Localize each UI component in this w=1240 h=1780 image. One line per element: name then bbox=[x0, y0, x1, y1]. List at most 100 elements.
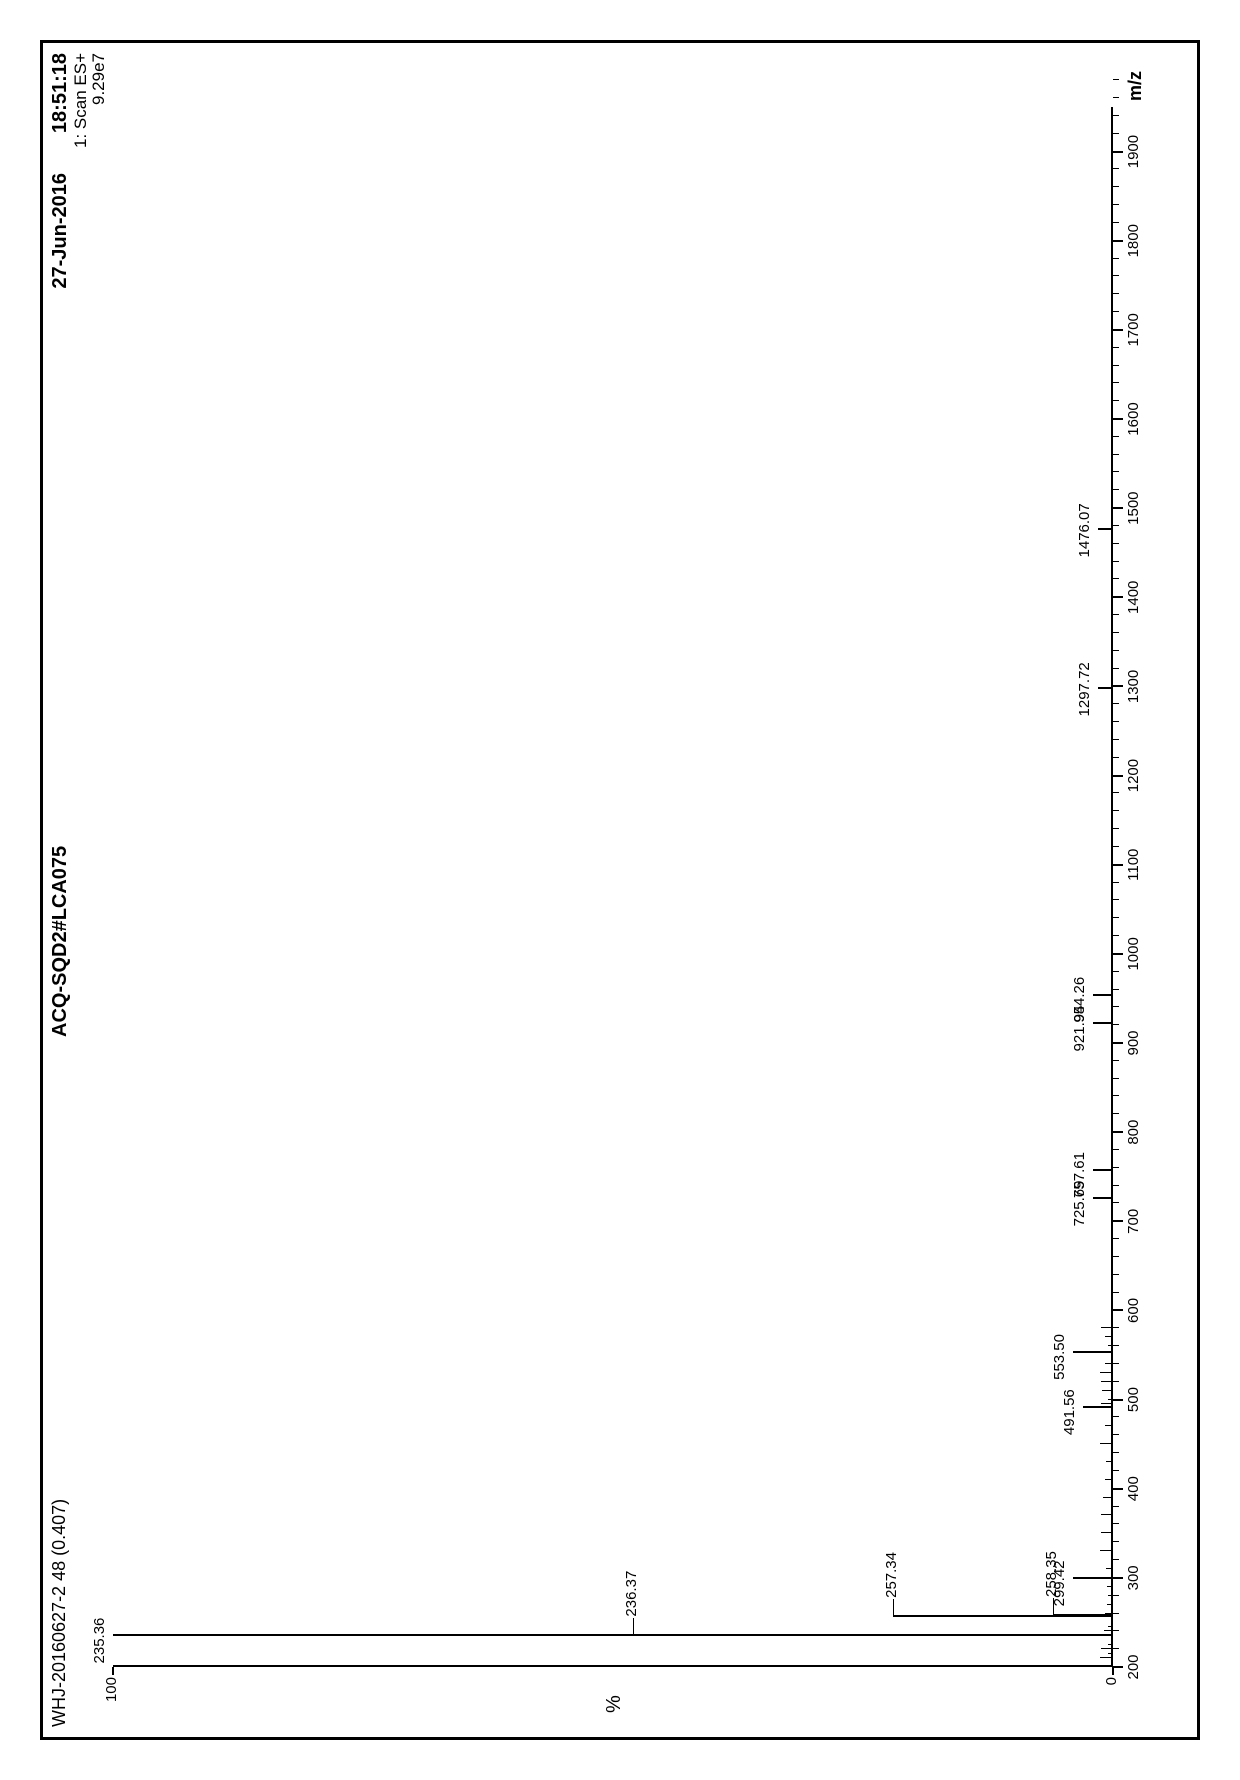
x-tick-label: 1700 bbox=[1125, 300, 1142, 360]
x-tick-label: 1600 bbox=[1125, 389, 1142, 449]
peak-bar bbox=[1098, 687, 1113, 689]
noise-peak bbox=[1106, 1568, 1113, 1569]
x-tick-minor bbox=[1113, 543, 1119, 544]
noise-peak bbox=[1108, 1644, 1113, 1645]
x-tick-minor bbox=[1113, 186, 1119, 187]
peak-label: 954.26 bbox=[1071, 977, 1088, 1023]
x-tick-label: 900 bbox=[1125, 1013, 1142, 1073]
x-tick-minor bbox=[1113, 632, 1119, 633]
x-tick-major bbox=[1113, 775, 1123, 777]
plot-area: 0100%20030040050060070080090010001100120… bbox=[113, 107, 1113, 1667]
x-tick-major bbox=[1113, 1399, 1123, 1401]
x-tick-minor bbox=[1113, 1006, 1119, 1007]
x-tick-minor bbox=[1113, 828, 1119, 829]
x-tick-label: 1400 bbox=[1125, 567, 1142, 627]
peak-bar bbox=[1093, 1169, 1113, 1171]
x-tick-minor bbox=[1113, 721, 1119, 722]
x-tick-major bbox=[1113, 1488, 1123, 1490]
noise-peak bbox=[1101, 1381, 1113, 1382]
chart-frame: WHJ-20160627-2 48 (0.407) ACQ-SQD2#LCA07… bbox=[40, 40, 1200, 1740]
x-tick-minor bbox=[1113, 1238, 1119, 1239]
x-tick-minor bbox=[1113, 115, 1119, 116]
x-tick-minor bbox=[1113, 846, 1119, 847]
x-tick-major bbox=[1113, 864, 1123, 866]
noise-peak bbox=[1107, 1586, 1113, 1587]
x-tick-minor bbox=[1113, 97, 1119, 98]
x-tick-major bbox=[1113, 1666, 1123, 1668]
noise-peak bbox=[1105, 1479, 1113, 1480]
peak-leader bbox=[893, 1599, 894, 1615]
x-tick-major bbox=[1113, 1042, 1123, 1044]
x-tick-minor bbox=[1113, 1345, 1119, 1346]
x-tick-minor bbox=[1113, 971, 1119, 972]
peak-bar bbox=[1093, 994, 1113, 996]
x-tick-major bbox=[1113, 1309, 1123, 1311]
page-root: WHJ-20160627-2 48 (0.407) ACQ-SQD2#LCA07… bbox=[0, 0, 1240, 1780]
noise-peak bbox=[1100, 1372, 1113, 1373]
acq-time: 18:51:18 bbox=[49, 53, 72, 133]
noise-peak bbox=[1104, 1630, 1113, 1631]
x-tick-minor bbox=[1113, 1292, 1119, 1293]
x-tick-minor bbox=[1113, 1506, 1119, 1507]
x-tick-minor bbox=[1113, 1559, 1119, 1560]
x-tick-minor bbox=[1113, 561, 1119, 562]
x-tick-label: 300 bbox=[1125, 1548, 1142, 1608]
x-tick-minor bbox=[1113, 436, 1119, 437]
y-tick bbox=[1112, 1667, 1114, 1675]
noise-peak bbox=[1108, 1626, 1113, 1627]
x-tick-minor bbox=[1113, 1434, 1119, 1435]
x-tick-minor bbox=[1113, 258, 1119, 259]
x-tick-minor bbox=[1113, 650, 1119, 651]
x-tick-minor bbox=[1113, 1113, 1119, 1114]
base-intensity: 9.29e7 bbox=[89, 53, 109, 105]
noise-peak bbox=[1101, 1514, 1113, 1515]
instrument-id: ACQ-SQD2#LCA075 bbox=[49, 846, 72, 1037]
x-tick-major bbox=[1113, 596, 1123, 598]
x-tick-minor bbox=[1113, 1416, 1119, 1417]
noise-peak bbox=[1100, 1443, 1113, 1444]
x-tick-minor bbox=[1113, 454, 1119, 455]
x-tick-minor bbox=[1113, 1381, 1119, 1382]
peak-label: 236.37 bbox=[623, 1571, 640, 1617]
x-tick-major bbox=[1113, 1577, 1123, 1579]
x-tick-minor bbox=[1113, 293, 1119, 294]
x-tick-minor bbox=[1113, 489, 1119, 490]
x-tick-minor bbox=[1113, 1202, 1119, 1203]
x-tick-minor bbox=[1113, 1613, 1119, 1614]
x-tick-label: 700 bbox=[1125, 1191, 1142, 1251]
x-tick-minor bbox=[1113, 472, 1119, 473]
noise-peak bbox=[1108, 1399, 1113, 1400]
x-axis-label: m/z bbox=[1125, 71, 1146, 101]
noise-peak bbox=[1108, 1345, 1113, 1346]
x-tick-minor bbox=[1113, 1363, 1119, 1364]
peak-label: 235.36 bbox=[91, 1618, 108, 1664]
x-tick-minor bbox=[1113, 1470, 1119, 1471]
x-tick-minor bbox=[1113, 614, 1119, 615]
peak-bar bbox=[1073, 1351, 1113, 1353]
peak-bar bbox=[1098, 528, 1113, 530]
peak-label: 299.42 bbox=[1051, 1560, 1068, 1606]
y-axis-label: % bbox=[603, 1695, 626, 1713]
x-tick-minor bbox=[1113, 1541, 1119, 1542]
x-tick-minor bbox=[1113, 1185, 1119, 1186]
x-tick-minor bbox=[1113, 792, 1119, 793]
x-tick-minor bbox=[1113, 365, 1119, 366]
x-tick-minor bbox=[1113, 222, 1119, 223]
x-tick-minor bbox=[1113, 275, 1119, 276]
y-tick-label: 100 bbox=[103, 1677, 120, 1727]
noise-peak bbox=[1105, 1425, 1113, 1426]
x-tick-minor bbox=[1113, 311, 1119, 312]
peak-bar bbox=[1053, 1614, 1113, 1616]
scan-mode: 1: Scan ES+ bbox=[71, 53, 91, 148]
x-tick-minor bbox=[1113, 1523, 1119, 1524]
noise-peak bbox=[1101, 1327, 1113, 1328]
peak-leader bbox=[633, 1618, 634, 1634]
mass-spectrum-chart: WHJ-20160627-2 48 (0.407) ACQ-SQD2#LCA07… bbox=[43, 43, 1197, 1737]
acq-date: 27-Jun-2016 bbox=[49, 173, 72, 289]
x-tick-minor bbox=[1113, 757, 1119, 758]
noise-peak bbox=[1101, 1648, 1113, 1649]
x-tick-label: 1000 bbox=[1125, 924, 1142, 984]
x-tick-minor bbox=[1113, 917, 1119, 918]
x-tick-minor bbox=[1113, 739, 1119, 740]
x-tick-minor bbox=[1113, 989, 1119, 990]
